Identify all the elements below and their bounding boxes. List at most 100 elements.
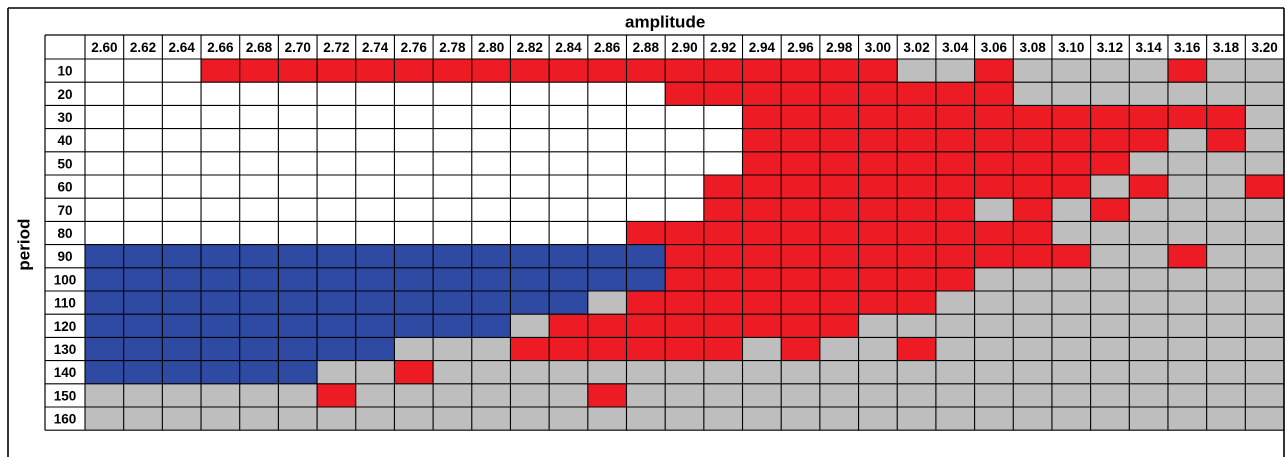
heatmap-cell-p160-a2.88 (626, 407, 666, 431)
heatmap-cell-p10-a2.78 (433, 59, 473, 83)
heatmap-cell-p60-a3.08 (1013, 175, 1053, 199)
heatmap-cell-p40-a2.96 (781, 128, 821, 153)
heatmap-cell-p130-a2.62 (123, 337, 163, 361)
heatmap-cell-p160-a2.94 (742, 407, 782, 431)
heatmap-cell-p80-a2.62 (123, 221, 163, 245)
heatmap-cell-p100-a3.14 (1129, 267, 1169, 292)
heatmap-cell-p50-a2.64 (162, 151, 202, 176)
heatmap-cell-p130-a2.90 (665, 337, 705, 361)
heatmap-cell-p130-a3.16 (1167, 337, 1207, 361)
heatmap-cell-p50-a3.06 (974, 151, 1014, 176)
heatmap-cell-p20-a3.06 (974, 82, 1014, 106)
heatmap-cell-p10-a3.18 (1206, 59, 1246, 83)
heatmap-cell-p30-a2.64 (162, 105, 202, 129)
x-tick-label: 2.70 (285, 40, 311, 55)
heatmap-cell-p150-a2.70 (278, 383, 318, 408)
heatmap-cell-p140-a2.66 (201, 360, 241, 385)
heatmap-cell-p80-a2.86 (587, 221, 627, 245)
heatmap-cell-p10-a2.76 (394, 59, 434, 83)
heatmap-cell-p40-a2.60 (85, 128, 124, 153)
heatmap-cell-p80-a2.94 (742, 221, 782, 245)
heatmap-cell-p40-a3.08 (1013, 128, 1053, 153)
heatmap-cell-p60-a2.96 (781, 175, 821, 199)
heatmap-cell-p10-a2.74 (355, 59, 395, 83)
heatmap-cell-p130-a2.86 (587, 337, 627, 361)
heatmap-cell-p100-a2.82 (510, 267, 550, 292)
heatmap-cell-p120-a2.86 (587, 314, 627, 338)
heatmap-cell-p60-a3.18 (1206, 175, 1246, 199)
heatmap-cell-p160-a2.66 (201, 407, 241, 431)
y-tick-label: 60 (57, 180, 72, 195)
heatmap-cell-p130-a3.20 (1245, 337, 1285, 361)
heatmap-cell-p20-a2.70 (278, 82, 318, 106)
heatmap-cell-p130-a3.04 (935, 337, 975, 361)
heatmap-cell-p90-a2.76 (394, 244, 434, 269)
heatmap-cell-p10-a2.80 (471, 59, 511, 83)
heatmap-cell-p20-a2.96 (781, 82, 821, 106)
heatmap-cell-p110-a2.84 (549, 291, 589, 315)
heatmap-cell-p60-a2.94 (742, 175, 782, 199)
heatmap-cell-p20-a2.92 (703, 82, 743, 106)
heatmap-cell-p10-a3.20 (1245, 59, 1285, 83)
heatmap-cell-p110-a3.12 (1090, 291, 1130, 315)
heatmap-cell-p120-a3.12 (1090, 314, 1130, 338)
heatmap-cell-p70-a3.02 (897, 198, 937, 222)
heatmap-cell-p80-a2.76 (394, 221, 434, 245)
heatmap-cell-p60-a2.72 (317, 175, 357, 199)
heatmap-cell-p140-a2.94 (742, 360, 782, 385)
heatmap-cell-p100-a2.66 (201, 267, 241, 292)
heatmap-cell-p140-a3.00 (858, 360, 898, 385)
heatmap-cell-p70-a3.18 (1206, 198, 1246, 222)
heatmap-cell-p80-a2.92 (703, 221, 743, 245)
heatmap-cell-p160-a2.72 (317, 407, 357, 431)
heatmap-cell-p140-a3.10 (1051, 360, 1091, 385)
y-tick-label: 150 (54, 388, 77, 403)
heatmap-cell-p110-a2.72 (317, 291, 357, 315)
heatmap-cell-p90-a2.80 (471, 244, 511, 269)
heatmap-cell-p20-a2.62 (123, 82, 163, 106)
heatmap-cell-p100-a2.72 (317, 267, 357, 292)
heatmap-cell-p70-a2.76 (394, 198, 434, 222)
heatmap-cell-p80-a2.84 (549, 221, 589, 245)
y-tick-label: 10 (57, 64, 72, 79)
x-axis-title: amplitude (625, 13, 705, 32)
heatmap-cell-p70-a2.62 (123, 198, 163, 222)
x-tick-label: 3.04 (942, 40, 969, 55)
heatmap-cell-p20-a3.04 (935, 82, 975, 106)
heatmap-cell-p140-a2.82 (510, 360, 550, 385)
heatmap-cell-p70-a2.60 (85, 198, 124, 222)
heatmap-cell-p20-a2.80 (471, 82, 511, 106)
heatmap-cell-p130-a3.12 (1090, 337, 1130, 361)
heatmap-cell-p40-a2.64 (162, 128, 202, 153)
heatmap-cell-p80-a2.98 (819, 221, 859, 245)
heatmap-cell-p150-a2.92 (703, 383, 743, 408)
heatmap-cell-p130-a2.66 (201, 337, 241, 361)
heatmap-cell-p160-a2.82 (510, 407, 550, 431)
heatmap-cell-p150-a3.10 (1051, 383, 1091, 408)
heatmap-cell-p80-a3.08 (1013, 221, 1053, 245)
heatmap-cell-p90-a2.62 (123, 244, 163, 269)
heatmap-cell-p90-a2.82 (510, 244, 550, 269)
heatmap-cell-p70-a2.98 (819, 198, 859, 222)
heatmap-cell-p70-a2.70 (278, 198, 318, 222)
heatmap-cell-p60-a2.86 (587, 175, 627, 199)
heatmap-cell-p20-a2.64 (162, 82, 202, 106)
heatmap-cell-p30-a3.12 (1090, 105, 1130, 129)
heatmap-cell-p110-a2.90 (665, 291, 705, 315)
x-tick-label: 3.00 (865, 40, 891, 55)
heatmap-cell-p90-a3.00 (858, 244, 898, 269)
heatmap-cell-p110-a2.64 (162, 291, 202, 315)
x-tick-label: 2.86 (594, 40, 621, 55)
heatmap-cell-p70-a2.94 (742, 198, 782, 222)
heatmap-cell-p110-a3.08 (1013, 291, 1053, 315)
heatmap-cell-p140-a2.80 (471, 360, 511, 385)
heatmap-cell-p60-a2.62 (123, 175, 163, 199)
heatmap-cell-p120-a2.82 (510, 314, 550, 338)
y-tick-label: 120 (54, 319, 77, 334)
heatmap-cell-p90-a2.96 (781, 244, 821, 269)
x-tick-label: 2.68 (246, 40, 273, 55)
heatmap-cell-p130-a2.60 (85, 337, 124, 361)
heatmap-cell-p80-a3.18 (1206, 221, 1246, 245)
heatmap-cell-p90-a2.94 (742, 244, 782, 269)
